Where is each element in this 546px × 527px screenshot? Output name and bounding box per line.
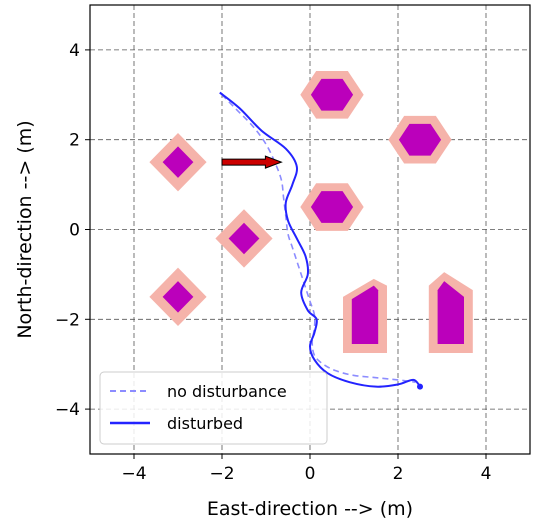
x-tick-label: 0	[305, 464, 316, 484]
obstacles	[149, 71, 473, 353]
x-ticks: −4 −2 0 2 4	[121, 454, 491, 484]
obstacle-inner	[228, 222, 260, 255]
legend-label-disturbed: disturbed	[167, 414, 243, 433]
obstacle-inner	[162, 281, 194, 313]
y-axis-label: North-direction --> (m)	[14, 120, 36, 338]
direction-arrow	[221, 155, 283, 169]
x-tick-label: −4	[121, 464, 146, 484]
obstacle-inner	[310, 78, 354, 111]
y-tick-label: 4	[69, 41, 80, 61]
legend-label-no-disturbance: no disturbance	[167, 382, 287, 401]
y-tick-label: 2	[69, 131, 80, 151]
y-ticks: −4 −2 0 2 4	[55, 41, 90, 420]
obstacle-inner	[310, 191, 354, 223]
obstacle-inner	[398, 123, 442, 156]
obstacle-inner	[162, 146, 194, 178]
annotation-arrow	[221, 155, 283, 169]
y-tick-label: −4	[55, 400, 80, 420]
x-tick-label: 2	[393, 464, 404, 484]
gridlines	[90, 5, 530, 454]
x-tick-label: 4	[481, 464, 492, 484]
legend: no disturbance disturbed	[99, 371, 328, 445]
x-axis-label: East-direction --> (m)	[207, 498, 413, 520]
x-tick-label: −2	[209, 464, 234, 484]
y-tick-label: −2	[55, 310, 80, 330]
legend-box	[99, 371, 328, 445]
obstacle-inner	[437, 281, 464, 344]
y-tick-label: 0	[69, 221, 80, 241]
obstacle-inner	[351, 285, 379, 344]
series-line-disturbed	[219, 91, 421, 388]
endpoint-marker	[417, 383, 423, 390]
